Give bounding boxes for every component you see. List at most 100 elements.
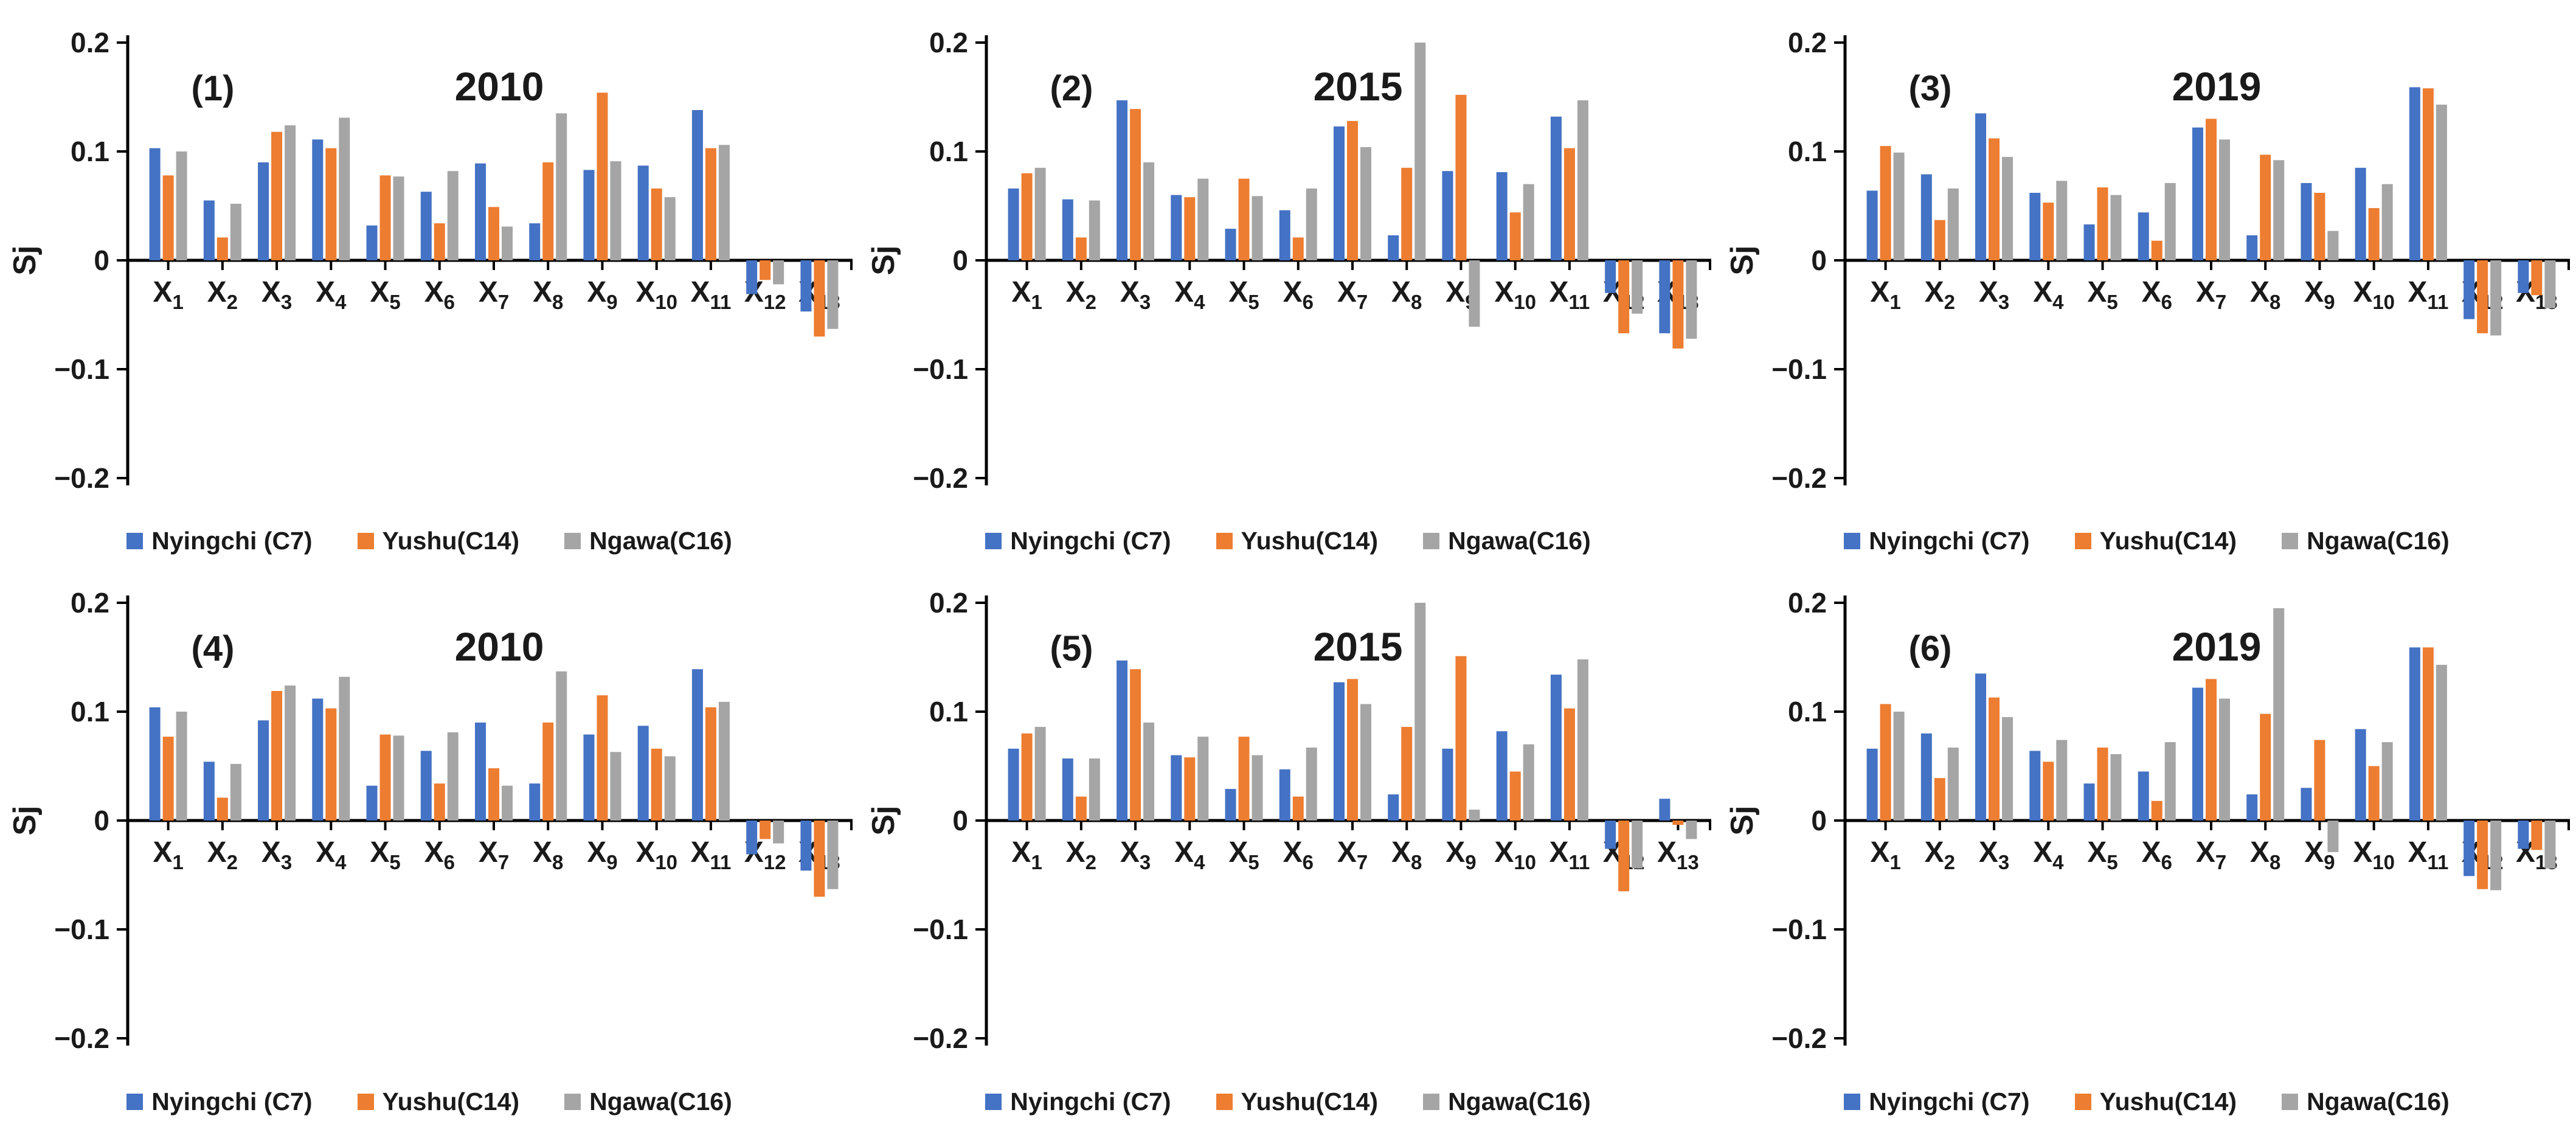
bar-ngawa-c16-x9: [1469, 260, 1480, 327]
legend-item: Yushu(C14): [357, 1088, 519, 1116]
bar-nyingchi-c7-x8: [2246, 794, 2258, 821]
legend-item: Yushu(C14): [1216, 1088, 1379, 1116]
bar-yushu-c14-x6: [434, 783, 445, 821]
legend-label: Ngawa(C16): [589, 1088, 732, 1116]
legend-label: Ngawa(C16): [1448, 527, 1591, 555]
bar-yushu-c14-x7: [488, 207, 499, 260]
bar-yushu-c14-x8: [1401, 727, 1413, 821]
legend-label: Yushu(C14): [2099, 527, 2237, 555]
x-category-label: X8: [533, 836, 563, 873]
legend-item: Nyingchi (C7): [126, 527, 313, 555]
legend-swatch-icon: [564, 1094, 581, 1110]
bar-yushu-c14-x12: [2477, 260, 2488, 333]
bar-nyingchi-c7-x1: [1008, 188, 1019, 260]
bar-ngawa-c16-x2: [1089, 758, 1100, 821]
bar-yushu-c14-x11: [2422, 647, 2434, 821]
panel-title: 2010: [455, 624, 544, 669]
bar-nyingchi-c7-x13: [800, 260, 812, 312]
legend-swatch-icon: [126, 1094, 144, 1110]
x-category-label: X2: [1925, 836, 1955, 873]
bar-ngawa-c16-x12: [773, 821, 784, 844]
bar-ngawa-c16-x1: [1034, 167, 1046, 260]
bar-ngawa-c16-x6: [447, 171, 459, 260]
legend-swatch-icon: [126, 533, 144, 549]
bar-ngawa-c16-x11: [718, 701, 730, 821]
panel-number-label: (1): [192, 69, 235, 108]
bar-yushu-c14-x2: [1934, 778, 1945, 821]
x-category-label: X3: [1120, 836, 1151, 873]
bar-nyingchi-c7-x10: [2355, 729, 2366, 821]
bar-nyingchi-c7-x6: [2138, 771, 2149, 821]
legend-item: Ngawa(C16): [564, 527, 732, 555]
bar-ngawa-c16-x2: [1947, 188, 1959, 260]
x-category-label: X6: [2142, 836, 2172, 873]
bar-nyingchi-c7-x12: [2463, 821, 2475, 876]
legend-label: Yushu(C14): [1241, 527, 1379, 555]
x-category-label: X9: [1446, 836, 1476, 873]
legend-label: Yushu(C14): [1241, 1088, 1379, 1116]
bar-yushu-c14-x8: [2260, 154, 2271, 260]
legend-swatch-icon: [1423, 1094, 1440, 1110]
y-tick-label: 0.1: [929, 696, 968, 727]
legend-swatch-icon: [1216, 533, 1233, 549]
bar-nyingchi-c7-x9: [583, 734, 595, 821]
bar-nyingchi-c7-x6: [1279, 769, 1290, 821]
legend-label: Ngawa(C16): [1448, 1088, 1591, 1116]
bar-nyingchi-c7-x10: [1496, 172, 1508, 260]
x-category-label: X9: [2304, 836, 2335, 873]
y-tick-label: 0.2: [71, 27, 109, 58]
y-axis-title: Sj: [1725, 805, 1760, 835]
bar-nyingchi-c7-x4: [2029, 193, 2041, 260]
bar-ngawa-c16-x1: [1893, 712, 1905, 821]
bar-yushu-c14-x12: [760, 260, 771, 280]
legend-item: Yushu(C14): [2074, 527, 2237, 555]
bar-yushu-c14-x11: [705, 707, 716, 821]
bar-nyingchi-c7-x10: [637, 165, 649, 260]
bar-yushu-c14-x1: [1880, 704, 1891, 821]
bar-nyingchi-c7-x3: [258, 720, 269, 821]
bar-nyingchi-c7-x4: [1171, 195, 1182, 260]
legend-item: Ngawa(C16): [2282, 527, 2450, 555]
x-category-label: X8: [2250, 836, 2280, 873]
bar-ngawa-c16-x12: [773, 260, 784, 285]
bar-yushu-c14-x4: [1184, 757, 1196, 821]
panel-number-label: (3): [1909, 69, 1952, 108]
bar-yushu-c14-x7: [1347, 120, 1358, 260]
bar-yushu-c14-x4: [2043, 762, 2054, 821]
y-tick-label: 0.2: [929, 587, 968, 619]
bar-yushu-c14-x8: [542, 722, 554, 821]
bar-nyingchi-c7-x6: [420, 751, 432, 821]
y-axis-title: Sj: [7, 245, 43, 275]
bar-yushu-c14-x7: [1347, 679, 1358, 821]
bar-nyingchi-c7-x11: [1550, 116, 1562, 260]
bar-nyingchi-c7-x3: [1117, 100, 1128, 260]
x-category-label: X3: [1979, 836, 2009, 873]
y-tick-label: −0.1: [1771, 353, 1827, 385]
x-category-label: X5: [370, 836, 400, 873]
bar-yushu-c14-x13: [1672, 821, 1684, 825]
bar-yushu-c14-x1: [1021, 733, 1033, 821]
bar-yushu-c14-x13: [1672, 260, 1684, 349]
bar-yushu-c14-x13: [2531, 260, 2543, 296]
bar-nyingchi-c7-x13: [2518, 260, 2529, 293]
bar-ngawa-c16-x9: [610, 161, 621, 260]
legend-item: Ngawa(C16): [2282, 1088, 2450, 1116]
bar-ngawa-c16-x11: [718, 145, 730, 260]
bar-yushu-c14-x4: [325, 708, 337, 821]
bar-yushu-c14-x9: [1455, 94, 1467, 261]
x-category-label: X2: [1066, 836, 1096, 873]
bar-nyingchi-c7-x2: [1062, 758, 1073, 821]
legend: Nyingchi (C7) Yushu(C14) Ngawa(C16): [859, 527, 1717, 555]
panel-title: 2010: [455, 64, 544, 109]
plot-area-6: 0.2 0.1 0 −0.1 −0.2 Sj (6) 2019 X1 X2 X3 X4 X5 X6 X7 X8…: [1725, 587, 2570, 1054]
bar-nyingchi-c7-x12: [1605, 821, 1616, 849]
legend-swatch-icon: [2074, 1094, 2091, 1110]
y-axis-title: Sj: [7, 805, 43, 835]
x-category-label: X1: [1870, 836, 1900, 873]
bar-yushu-c14-x11: [1563, 708, 1575, 821]
bar-yushu-c14-x8: [542, 162, 554, 260]
y-axis-title: Sj: [866, 805, 901, 835]
bar-yushu-c14-x9: [597, 695, 608, 821]
x-category-label: X1: [1011, 836, 1042, 873]
